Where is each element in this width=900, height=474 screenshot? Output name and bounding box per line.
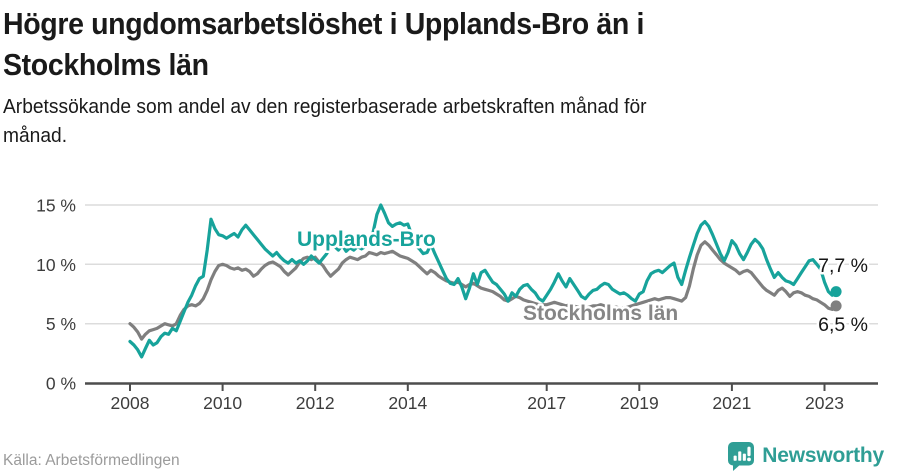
- page-subtitle: Arbetssökande som andel av den registerb…: [3, 96, 647, 147]
- end-value-stockholms-lan: 6,5 %: [818, 314, 868, 336]
- newsworthy-bubble-chart-icon: [728, 442, 755, 471]
- x-tick-label: 2021: [712, 393, 751, 413]
- source-credit: Källa: Arbetsförmedlingen: [3, 452, 180, 469]
- chart-end-dots: [830, 286, 842, 312]
- page-title: Högre ungdomsarbetslöshet i Upplands-Bro…: [3, 6, 645, 82]
- end-value-upplands-bro: 7,7 %: [818, 255, 868, 277]
- chart-axis: 2008 2010 2012 2014 2017 2019 2021 2023: [85, 382, 878, 413]
- x-tick-label: 2012: [296, 393, 335, 413]
- x-tick-label: 2019: [620, 393, 659, 413]
- end-dot-upplands-bro: [830, 286, 842, 298]
- chart-series-lines: [128, 203, 838, 359]
- series-line-stockholms-l-n: [128, 240, 838, 341]
- x-tick-label: 2010: [203, 393, 242, 413]
- y-tick-label: 0 %: [46, 374, 76, 394]
- x-tick-label: 2008: [111, 393, 150, 413]
- series-label-upplands-bro: Upplands-Bro: [297, 228, 436, 251]
- series-line-upplands-bro: [128, 203, 838, 359]
- x-tick-label: 2017: [527, 393, 566, 413]
- y-tick-label: 10 %: [36, 255, 76, 275]
- x-tick-label: 2014: [388, 393, 427, 413]
- series-label-stockholms-lan: Stockholms län: [523, 302, 678, 325]
- chart-gridlines: 0 % 5 % 10 % 15 %: [36, 196, 878, 394]
- newsworthy-logo: Newsworthy: [727, 441, 884, 472]
- y-tick-label: 15 %: [36, 196, 76, 216]
- newsworthy-wordmark: Newsworthy: [762, 444, 884, 467]
- end-dot-stockholms-l-n: [830, 300, 842, 312]
- y-tick-label: 5 %: [46, 314, 76, 334]
- x-tick-label: 2023: [805, 393, 844, 413]
